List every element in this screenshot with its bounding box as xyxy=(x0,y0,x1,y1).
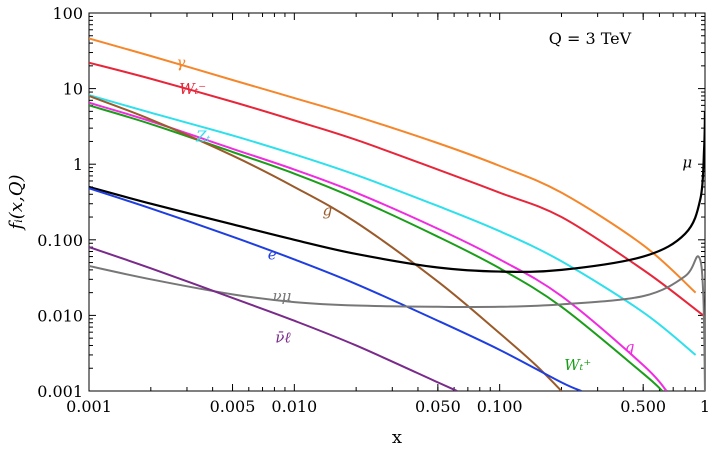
series-line-2 xyxy=(89,94,697,356)
series-labels: γ Wₜ⁻ Zₜ q Wₜ⁺ g μ e νμ ν̄ℓ xyxy=(176,54,692,374)
x-tick-label: 0.010 xyxy=(271,397,317,416)
x-tick-label: 0.100 xyxy=(477,397,523,416)
series-label-2: Zₜ xyxy=(195,127,210,145)
series-line-8 xyxy=(89,255,705,391)
series-label-9: ν̄ℓ xyxy=(275,328,290,346)
series-line-3 xyxy=(89,101,668,391)
y-tick-label: 0.100 xyxy=(37,231,83,250)
series-label-3: q xyxy=(625,338,635,356)
series-label-5: g xyxy=(323,201,333,219)
series-line-1 xyxy=(89,61,705,318)
y-tick-label: 1 xyxy=(73,155,83,174)
series-line-9 xyxy=(89,246,458,391)
y-tick-label: 0.010 xyxy=(37,306,83,325)
y-axis-label: fᵢ(x,Q) xyxy=(6,175,27,232)
x-tick-label: 0.005 xyxy=(210,397,256,416)
series-group xyxy=(89,37,705,391)
x-tick-label: 0.500 xyxy=(620,397,666,416)
series-label-0: γ xyxy=(176,54,185,72)
series-label-7: e xyxy=(268,245,277,263)
y-tick-label: 0.001 xyxy=(37,382,83,401)
series-line-4 xyxy=(89,104,664,391)
series-line-0 xyxy=(89,37,697,294)
x-tick-label: 0.001 xyxy=(66,397,112,416)
series-line-5 xyxy=(89,94,563,391)
series-line-6 xyxy=(89,111,705,273)
chart-annotation: Q = 3 TeV xyxy=(549,29,632,48)
x-tick-label: 0.050 xyxy=(415,397,461,416)
y-tick-label: 100 xyxy=(52,4,83,23)
plot-frame xyxy=(88,12,706,392)
series-label-4: Wₜ⁺ xyxy=(564,356,591,374)
x-tick-label: 1 xyxy=(700,397,710,416)
y-tick-label: 10 xyxy=(63,80,83,99)
series-label-8: νμ xyxy=(272,287,291,305)
series-label-1: Wₜ⁻ xyxy=(179,80,206,98)
series-line-7 xyxy=(89,187,582,391)
series-label-6: μ xyxy=(682,154,692,172)
x-axis-label: x xyxy=(392,427,402,448)
